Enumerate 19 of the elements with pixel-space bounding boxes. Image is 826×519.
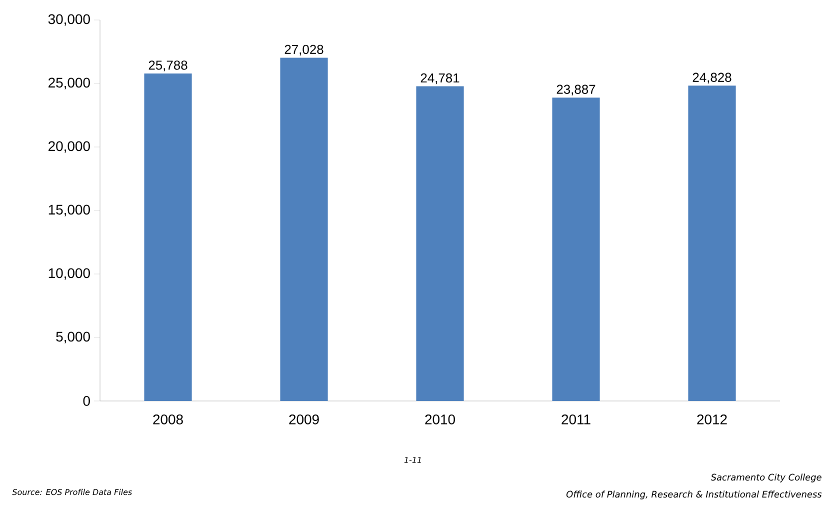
data-label: 25,788	[148, 60, 188, 72]
x-tick-label: 2008	[153, 414, 183, 424]
text: Office of Planning, Research & Institutional Effectiveness	[566, 490, 822, 500]
y-tick-label: 0	[83, 396, 90, 406]
data-label: 27,028	[284, 44, 324, 56]
y-tick-label: 15,000	[48, 204, 90, 216]
y-tick-label: 5,000	[56, 332, 90, 344]
text: Sacramento City College	[710, 474, 822, 482]
y-tick-label: 10,000	[48, 268, 90, 280]
data-label: 24,781	[420, 73, 460, 84]
x-tick-label: 2010	[425, 414, 455, 424]
y-tick-label: 20,000	[48, 141, 90, 153]
x-tick-label: 2011	[562, 414, 590, 424]
y-tick-label: 25,000	[48, 78, 90, 90]
data-label: 23,887	[556, 84, 596, 96]
x-tick-label: 2009	[289, 414, 319, 424]
y-tick-label: 30,000	[48, 14, 90, 26]
data-label: 24,828	[692, 72, 732, 84]
x-tick-label: 2012	[697, 414, 727, 424]
